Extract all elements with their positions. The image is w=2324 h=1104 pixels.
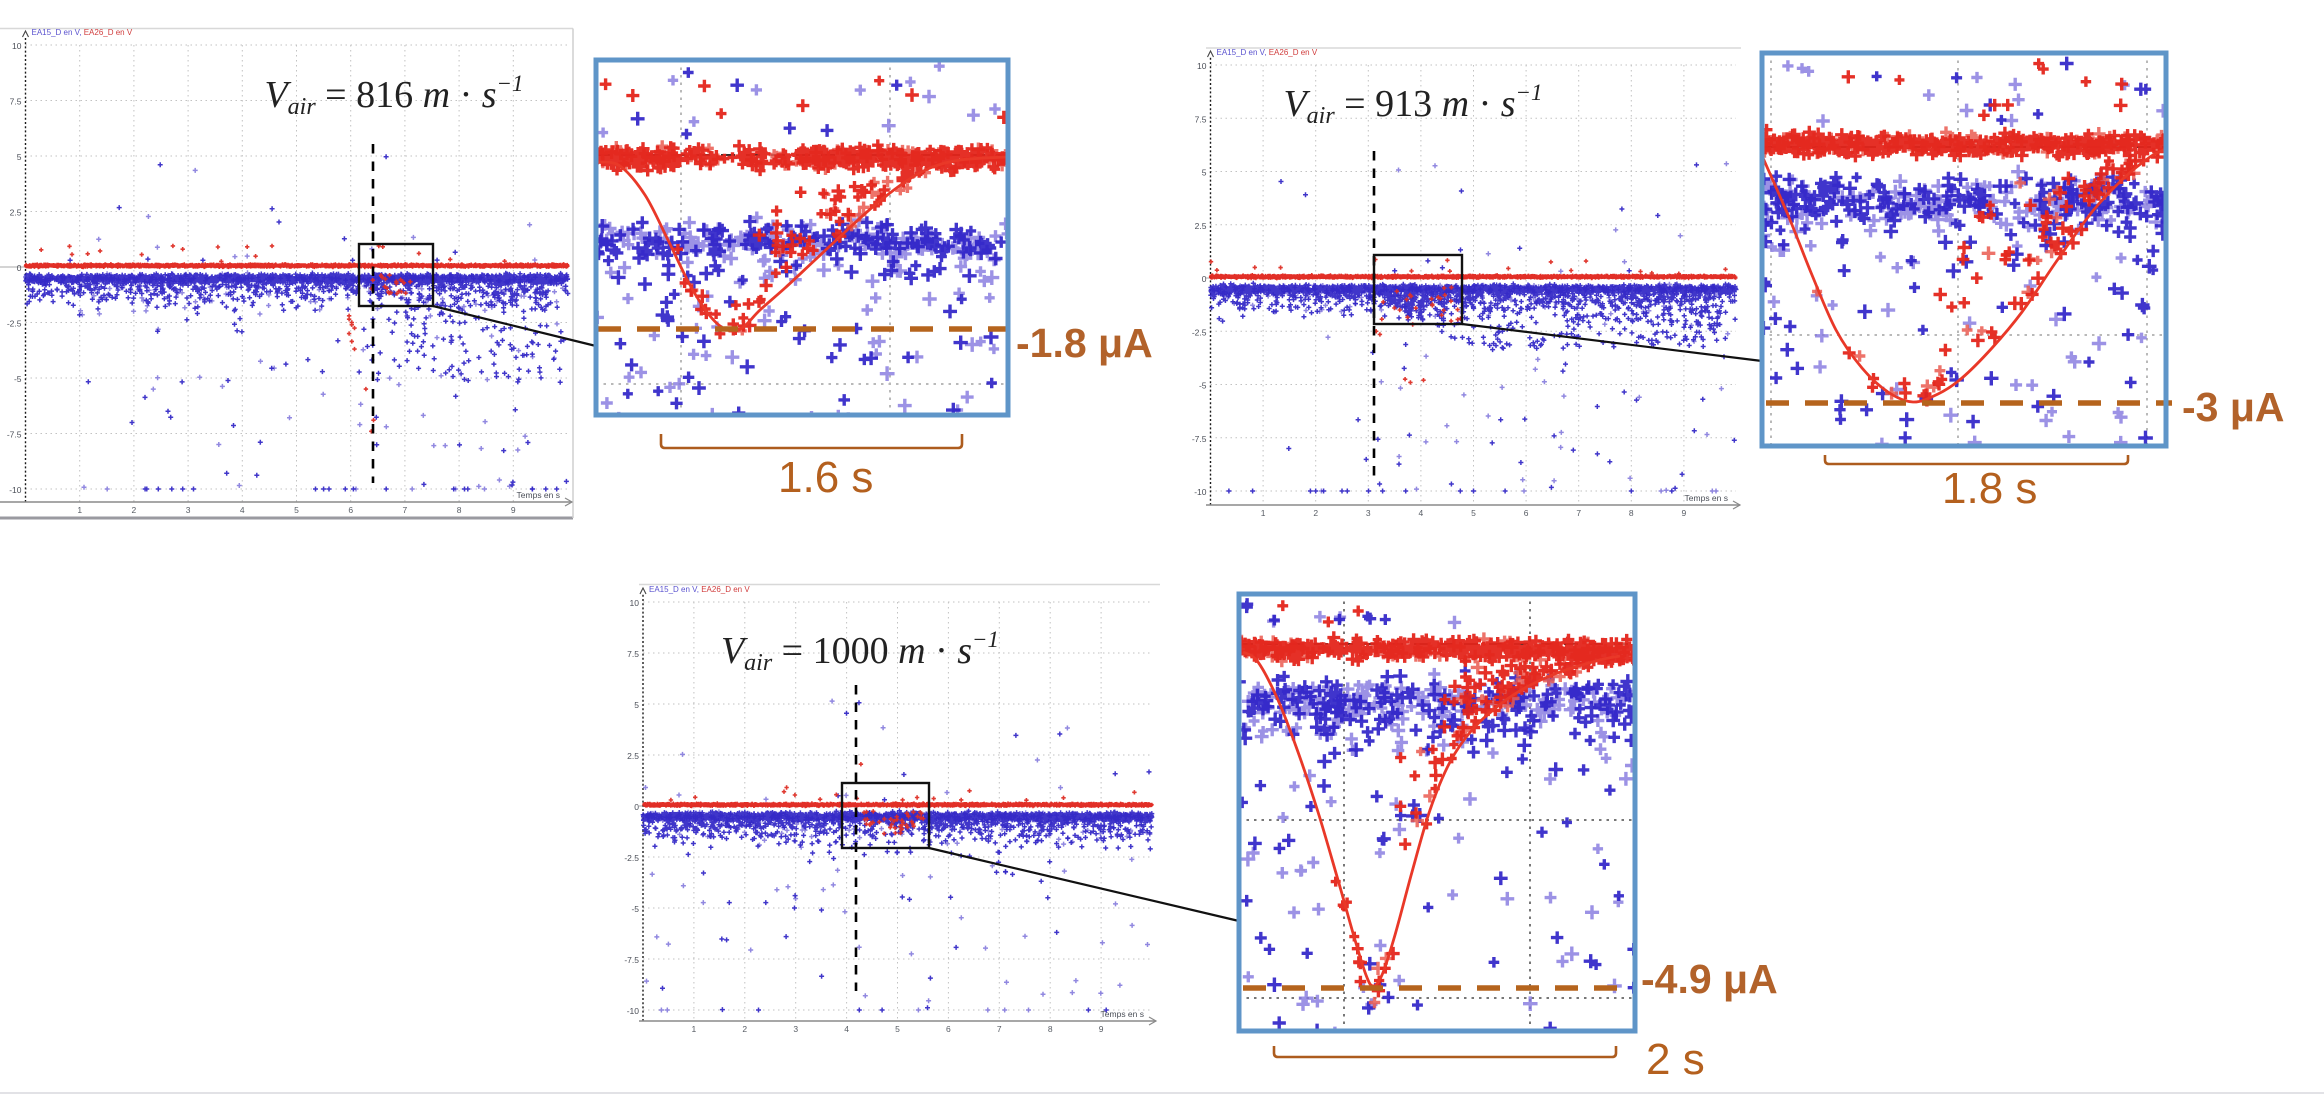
svg-text:1: 1 xyxy=(77,505,82,515)
svg-text:2: 2 xyxy=(132,505,137,515)
svg-text:9: 9 xyxy=(511,505,516,515)
svg-text:-7.5: -7.5 xyxy=(7,430,22,440)
svg-text:1.8 s: 1.8 s xyxy=(1942,464,2037,513)
svg-text:-2.5: -2.5 xyxy=(624,853,639,863)
svg-text:3: 3 xyxy=(1366,508,1371,518)
svg-text:2: 2 xyxy=(742,1024,747,1034)
svg-text:1: 1 xyxy=(1261,508,1266,518)
svg-text:10: 10 xyxy=(12,41,22,51)
svg-text:5: 5 xyxy=(634,700,639,710)
svg-text:-10: -10 xyxy=(627,1006,640,1016)
svg-text:0: 0 xyxy=(17,263,22,273)
svg-text:6: 6 xyxy=(946,1024,951,1034)
svg-text:7.5: 7.5 xyxy=(1195,114,1207,124)
svg-text:8: 8 xyxy=(1048,1024,1053,1034)
svg-text:4: 4 xyxy=(1419,508,1424,518)
svg-text:8: 8 xyxy=(1629,508,1634,518)
svg-text:1.6 s: 1.6 s xyxy=(778,453,873,502)
svg-text:10: 10 xyxy=(630,598,640,608)
svg-text:Vair = 816 m · s−1: Vair = 816 m · s−1 xyxy=(264,71,523,120)
svg-text:1: 1 xyxy=(692,1024,697,1034)
svg-text:10: 10 xyxy=(1197,61,1207,71)
svg-text:Temps en s: Temps en s xyxy=(517,490,560,500)
svg-text:-5: -5 xyxy=(631,904,639,914)
svg-text:0: 0 xyxy=(1202,274,1207,284)
svg-text:-1.8 μA: -1.8 μA xyxy=(1016,320,1153,366)
svg-text:-3 μA: -3 μA xyxy=(2182,384,2285,430)
svg-text:EA15_D en V, EA26_D en V: EA15_D en V, EA26_D en V xyxy=(649,585,750,594)
svg-text:9: 9 xyxy=(1682,508,1687,518)
svg-text:7.5: 7.5 xyxy=(10,97,22,107)
svg-text:Vair = 1000 m · s−1: Vair = 1000 m · s−1 xyxy=(721,627,999,676)
svg-text:6: 6 xyxy=(1524,508,1529,518)
svg-text:2 s: 2 s xyxy=(1646,1035,1705,1084)
svg-text:8: 8 xyxy=(457,505,462,515)
svg-text:-7.5: -7.5 xyxy=(624,955,639,965)
svg-text:9: 9 xyxy=(1099,1024,1104,1034)
svg-text:EA15_D en V, EA26_D en V: EA15_D en V, EA26_D en V xyxy=(1217,48,1318,57)
svg-text:2.5: 2.5 xyxy=(627,751,639,761)
svg-text:Temps en s: Temps en s xyxy=(1101,1009,1144,1019)
svg-text:EA15_D en V, EA26_D en V: EA15_D en V, EA26_D en V xyxy=(32,28,133,37)
svg-text:7: 7 xyxy=(997,1024,1002,1034)
svg-text:6: 6 xyxy=(348,505,353,515)
svg-text:0: 0 xyxy=(634,802,639,812)
svg-text:2: 2 xyxy=(1313,508,1318,518)
svg-text:5: 5 xyxy=(294,505,299,515)
svg-text:3: 3 xyxy=(793,1024,798,1034)
svg-text:3: 3 xyxy=(186,505,191,515)
svg-text:Vair = 913 m · s−1: Vair = 913 m · s−1 xyxy=(1283,80,1542,129)
svg-text:5: 5 xyxy=(895,1024,900,1034)
svg-text:-10: -10 xyxy=(9,485,22,495)
svg-text:-7.5: -7.5 xyxy=(1192,434,1207,444)
svg-text:-5: -5 xyxy=(14,374,22,384)
svg-text:2.5: 2.5 xyxy=(1195,221,1207,231)
svg-text:5: 5 xyxy=(1202,168,1207,178)
svg-text:7: 7 xyxy=(403,505,408,515)
svg-text:4: 4 xyxy=(844,1024,849,1034)
svg-text:5: 5 xyxy=(1471,508,1476,518)
svg-text:7.5: 7.5 xyxy=(627,649,639,659)
svg-text:7: 7 xyxy=(1576,508,1581,518)
svg-text:-2.5: -2.5 xyxy=(1192,327,1207,337)
svg-text:Temps en s: Temps en s xyxy=(1685,493,1728,503)
svg-text:-2.5: -2.5 xyxy=(7,319,22,329)
svg-text:-10: -10 xyxy=(1194,487,1207,497)
svg-text:-4.9 μA: -4.9 μA xyxy=(1641,956,1778,1002)
svg-text:2.5: 2.5 xyxy=(10,208,22,218)
svg-text:5: 5 xyxy=(17,152,22,162)
svg-text:4: 4 xyxy=(240,505,245,515)
svg-text:-5: -5 xyxy=(1199,381,1207,391)
